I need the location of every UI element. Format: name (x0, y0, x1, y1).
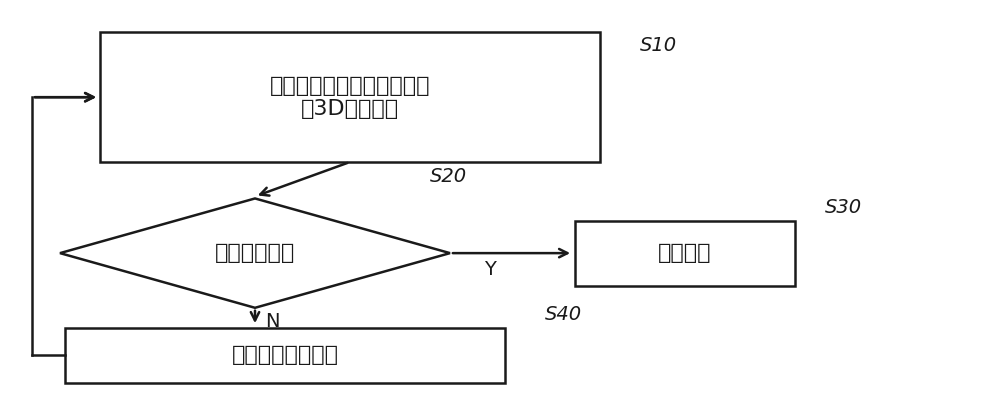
Text: 修改加热治具模型: 修改加热治具模型 (232, 345, 339, 365)
Text: 完成设计: 完成设计 (658, 243, 712, 263)
FancyBboxPatch shape (65, 328, 505, 383)
Text: S40: S40 (545, 305, 582, 324)
Polygon shape (60, 198, 450, 308)
Text: 升温条件判定: 升温条件判定 (215, 243, 295, 263)
Text: Y: Y (484, 260, 496, 279)
FancyBboxPatch shape (575, 221, 795, 286)
Text: N: N (265, 312, 280, 331)
Text: S30: S30 (825, 198, 862, 217)
FancyBboxPatch shape (100, 32, 600, 162)
Text: 对加热治具和产品的模型进
行3D模型仿真: 对加热治具和产品的模型进 行3D模型仿真 (270, 76, 430, 119)
Text: S10: S10 (640, 36, 677, 55)
Text: S20: S20 (430, 167, 467, 186)
